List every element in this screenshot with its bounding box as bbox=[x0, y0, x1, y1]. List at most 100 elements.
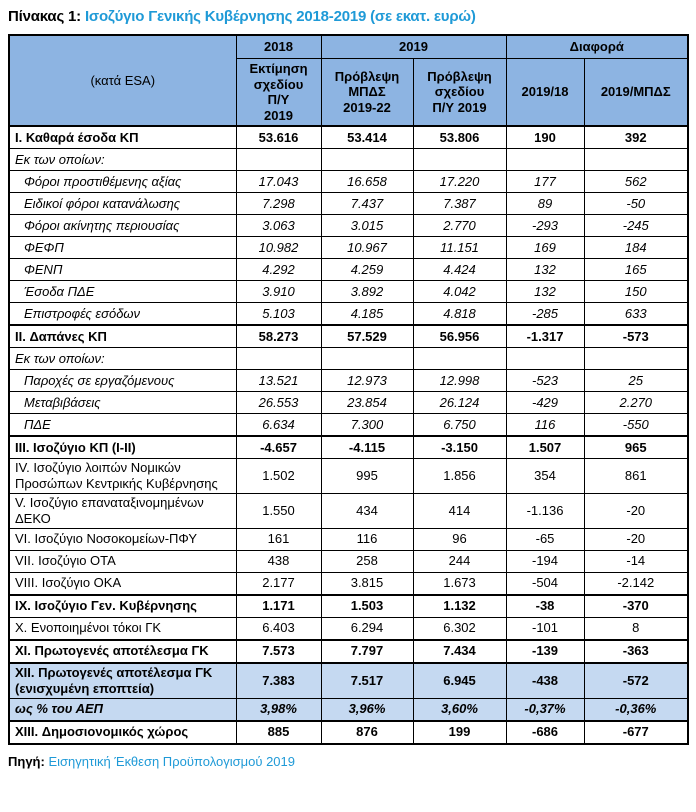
row-value: 26.124 bbox=[412, 391, 507, 415]
header-col-diff-2019-18: 2019/18 bbox=[505, 58, 585, 127]
row-value: 7.573 bbox=[235, 638, 322, 664]
row-value: 57.529 bbox=[320, 324, 414, 349]
row-label: Φόροι προστιθέμενης αξίας bbox=[8, 170, 237, 194]
table-header: (κατά ESA) 2018 2019 Διαφορά Εκτίμηση σχ… bbox=[8, 34, 689, 127]
row-value: 1.132 bbox=[412, 593, 507, 618]
row-value: 26.553 bbox=[235, 391, 322, 415]
row-value: 116 bbox=[505, 413, 585, 437]
row-value: 3.815 bbox=[320, 571, 414, 596]
row-value: 53.616 bbox=[235, 125, 322, 150]
source-text: Εισηγητική Έκθεση Προϋπολογισμού 2019 bbox=[48, 753, 295, 769]
row-value: -4.115 bbox=[320, 435, 414, 460]
header-esa: (κατά ESA) bbox=[8, 34, 237, 127]
source-note: Πηγή: Εισηγητική Έκθεση Προϋπολογισμού 2… bbox=[8, 754, 696, 769]
table-row: I. Καθαρά έσοδα ΚΠ 53.616 53.414 53.806 190 3… bbox=[8, 125, 689, 150]
row-value: 2.177 bbox=[235, 571, 322, 596]
row-label: Εκ των οποίων: bbox=[8, 347, 237, 371]
general-government-balance-table: (κατά ESA) 2018 2019 Διαφορά Εκτίμηση σχ… bbox=[8, 34, 690, 745]
row-value: -20 bbox=[583, 527, 689, 551]
row-value: 5.103 bbox=[235, 302, 322, 326]
row-value: 434 bbox=[320, 493, 414, 529]
row-label: Έσοδα ΠΔΕ bbox=[8, 280, 237, 304]
row-value: -504 bbox=[505, 571, 585, 596]
row-value: -2.142 bbox=[583, 571, 689, 596]
row-value: 7.517 bbox=[320, 661, 414, 699]
row-value: -1.317 bbox=[505, 324, 585, 349]
row-value: -686 bbox=[505, 719, 585, 745]
header-col-estimate-2019: Εκτίμηση σχεδίου Π/Υ 2019 bbox=[235, 58, 322, 127]
row-value: 1.507 bbox=[505, 435, 585, 460]
row-value: 7.434 bbox=[412, 638, 507, 664]
header-group-diff: Διαφορά bbox=[505, 34, 689, 59]
header-group-2019: 2019 bbox=[320, 34, 507, 59]
row-value: 161 bbox=[235, 527, 322, 551]
row-value: 169 bbox=[505, 236, 585, 260]
row-label: Επιστροφές εσόδων bbox=[8, 302, 237, 326]
table-row: Παροχές σε εργαζόμενους 13.521 12.973 12.99… bbox=[8, 369, 689, 393]
row-value: 3,98% bbox=[235, 697, 322, 722]
row-value: -50 bbox=[583, 192, 689, 216]
row-value: 4.185 bbox=[320, 302, 414, 326]
table-row: VII. Ισοζύγιο ΟΤΑ 438 258 244 -194 -14 bbox=[8, 549, 689, 573]
row-value: 6.945 bbox=[412, 661, 507, 699]
row-value: 13.521 bbox=[235, 369, 322, 393]
row-value: 3.892 bbox=[320, 280, 414, 304]
row-value bbox=[320, 148, 414, 172]
row-label: VIII. Ισοζύγιο ΟΚΑ bbox=[8, 571, 237, 596]
row-value: 7.298 bbox=[235, 192, 322, 216]
row-label: V. Ισοζύγιο επαναταξινομημένων ΔΕΚΟ bbox=[8, 493, 237, 529]
row-value bbox=[235, 347, 322, 371]
row-value: -370 bbox=[583, 593, 689, 618]
row-value: 3,96% bbox=[320, 697, 414, 722]
row-value: 244 bbox=[412, 549, 507, 573]
row-value: 1.856 bbox=[412, 458, 507, 495]
row-value: -572 bbox=[583, 661, 689, 699]
table-row: IV. Ισοζύγιο λοιπών Νομικών Προσώπων Κεν… bbox=[8, 458, 689, 495]
table-caption-text: Ισοζύγιο Γενικής Κυβέρνησης 2018-2019 (σ… bbox=[84, 8, 476, 25]
row-value: 6.294 bbox=[320, 616, 414, 641]
row-value: 885 bbox=[235, 719, 322, 745]
row-value: 177 bbox=[505, 170, 585, 194]
row-value: 6.302 bbox=[412, 616, 507, 641]
row-value: 56.956 bbox=[412, 324, 507, 349]
row-value: 2.770 bbox=[412, 214, 507, 238]
row-value: -101 bbox=[505, 616, 585, 641]
row-value: 392 bbox=[583, 125, 689, 150]
table-row: XIII. Δημοσιονομικός χώρος 885 876 199 -686-… bbox=[8, 719, 689, 745]
row-label: I. Καθαρά έσοδα ΚΠ bbox=[8, 125, 237, 150]
row-label: ως % του ΑΕΠ bbox=[8, 697, 237, 722]
row-value: -0,37% bbox=[505, 697, 585, 722]
row-value: 8 bbox=[583, 616, 689, 641]
row-value: 199 bbox=[412, 719, 507, 745]
row-value: -14 bbox=[583, 549, 689, 573]
row-value: -573 bbox=[583, 324, 689, 349]
table-row: Φόροι ακίνητης περιουσίας 3.063 3.015 2.770… bbox=[8, 214, 689, 238]
row-value: 1.550 bbox=[235, 493, 322, 529]
row-value: 876 bbox=[320, 719, 414, 745]
row-value: 7.300 bbox=[320, 413, 414, 437]
row-value: 4.818 bbox=[412, 302, 507, 326]
row-label: X. Ενοποιημένοι τόκοι ΓΚ bbox=[8, 616, 237, 641]
row-value: 150 bbox=[583, 280, 689, 304]
row-value: 6.750 bbox=[412, 413, 507, 437]
table-row: IX. Ισοζύγιο Γεν. Κυβέρνησης 1.171 1.503 1.… bbox=[8, 593, 689, 618]
row-value bbox=[235, 148, 322, 172]
row-label: VII. Ισοζύγιο ΟΤΑ bbox=[8, 549, 237, 573]
row-value: -194 bbox=[505, 549, 585, 573]
row-value: 89 bbox=[505, 192, 585, 216]
row-value: -677 bbox=[583, 719, 689, 745]
row-value: 25 bbox=[583, 369, 689, 393]
row-label: ΦΕΝΠ bbox=[8, 258, 237, 282]
row-value: 4.259 bbox=[320, 258, 414, 282]
header-col-mtfs-forecast: Πρόβλεψη ΜΠΔΣ 2019-22 bbox=[320, 58, 414, 127]
table-row: ΦΕΦΠ 10.982 10.967 11.151 169 184 bbox=[8, 236, 689, 260]
row-value bbox=[412, 347, 507, 371]
row-value: 10.982 bbox=[235, 236, 322, 260]
table-caption-prefix: Πίνακας 1: bbox=[8, 8, 81, 25]
row-value: 1.502 bbox=[235, 458, 322, 495]
row-value: -0,36% bbox=[583, 697, 689, 722]
row-value bbox=[505, 347, 585, 371]
table-row: II. Δαπάνες ΚΠ 58.273 57.529 56.956 -1.317 -5… bbox=[8, 324, 689, 349]
row-value: -3.150 bbox=[412, 435, 507, 460]
row-value: 132 bbox=[505, 280, 585, 304]
